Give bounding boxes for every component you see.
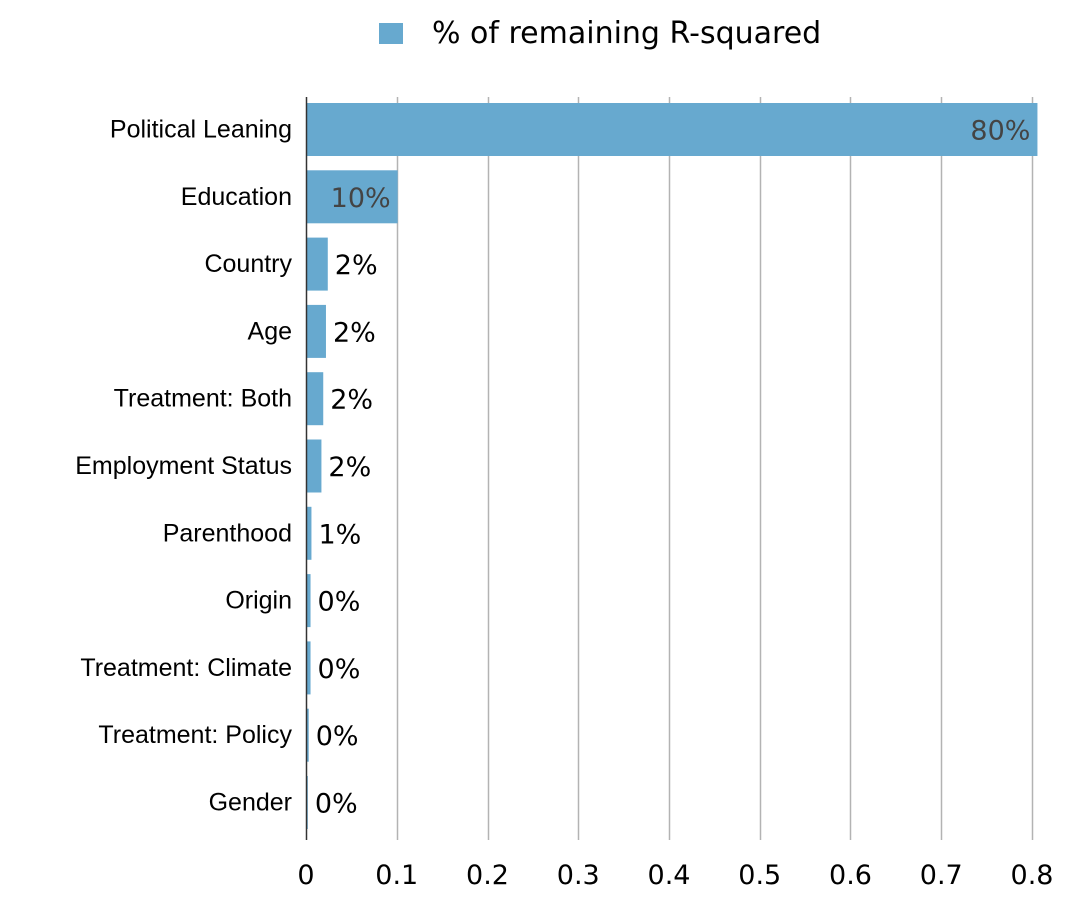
bar [306,506,312,560]
labels: 0 0.1 0.2 0.3 0.4 0.5 0.6 0.7 0.8 Political Leani… [75,116,1053,892]
data-label: 0% [315,789,358,820]
category-label: Treatment: Policy [98,721,292,749]
x-tick-label: 0.7 [920,860,963,891]
category-label: Treatment: Both [114,385,292,413]
category-label: Age [248,317,292,345]
category-label: Country [204,250,292,278]
category-label: Gender [209,789,292,817]
data-label: 0% [316,721,359,752]
bar [306,372,324,426]
grid-lines [396,97,1034,840]
x-tick-label: 0.3 [557,860,600,891]
category-label: Origin [225,587,292,615]
bar [306,304,326,358]
data-label: 2% [333,317,376,348]
data-label: 1% [318,519,361,550]
data-label: 2% [335,250,378,281]
bars [306,103,1038,829]
x-tick-label: 0.2 [466,860,509,891]
legend-swatch [379,23,403,44]
bar [306,574,311,628]
data-label: 2% [330,385,373,416]
x-tick-label: 0.5 [738,860,781,891]
x-tick-label: 0.6 [829,860,872,891]
x-tick-label: 0.8 [1011,860,1054,891]
bar [306,641,311,695]
category-label: Education [181,183,292,211]
bar [306,439,322,493]
legend: % of remaining R-squared [379,16,821,51]
data-label: 0% [318,587,361,618]
data-label: 0% [318,654,361,685]
bar [306,103,1038,156]
bar [306,237,328,291]
x-tick-label: 0.4 [648,860,691,891]
data-label: 10% [331,183,391,214]
legend-label: % of remaining R-squared [432,16,821,51]
x-tick-label: 0.1 [375,860,418,891]
category-label: Parenthood [163,519,292,547]
bar [306,170,398,224]
category-label: Treatment: Climate [80,654,292,682]
data-label: 2% [328,452,371,483]
data-label: 80% [970,116,1030,147]
category-label: Employment Status [75,452,292,480]
category-label: Political Leaning [110,116,292,144]
bar [306,708,309,762]
x-tick-label: 0 [297,860,314,891]
